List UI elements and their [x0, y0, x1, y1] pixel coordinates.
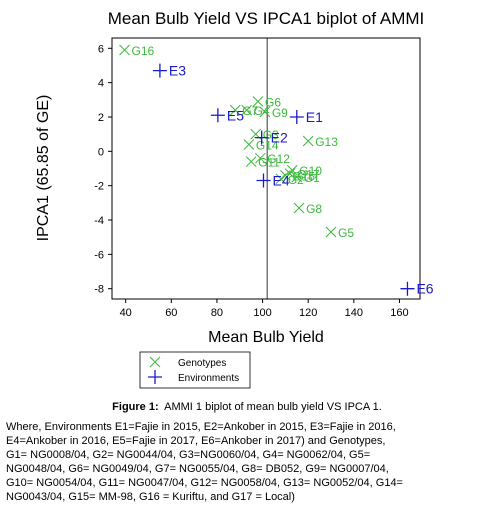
point-label: G5: [338, 226, 354, 240]
point-label: G8: [306, 202, 322, 216]
point-label: G17: [297, 168, 320, 182]
point-label: G15: [292, 169, 315, 183]
point-label: G7: [242, 104, 258, 118]
point-label: G16: [132, 44, 155, 58]
x-tick-label: 80: [211, 307, 223, 319]
point: [293, 202, 305, 214]
point: [259, 106, 271, 118]
point: [284, 168, 296, 180]
x-axis-label: Mean Bulb Yield: [208, 329, 324, 346]
point: [229, 104, 241, 116]
point-label: G6: [265, 96, 281, 110]
x-tick-label: 40: [120, 307, 132, 319]
caption-note-line: G10= NG0054/04, G11= NG0047/04, G12= NG0…: [6, 477, 403, 489]
point-label: E4: [272, 173, 289, 189]
legend-label: Genotypes: [178, 358, 226, 369]
caption-note-line: Where, Environments E1=Fajie in 2015, E2…: [6, 421, 396, 433]
y-tick-label: -6: [94, 249, 104, 261]
caption-notes: Where, Environments E1=Fajie in 2015, E2…: [6, 420, 488, 504]
point: [254, 130, 269, 145]
legend-box: [139, 351, 251, 389]
point-label: G1: [304, 171, 320, 185]
plot-frame: [111, 37, 421, 300]
caption-note-line: NG0043/04, G15= MM-98, G16 = Kuriftu, an…: [6, 491, 295, 503]
point: [152, 63, 167, 78]
caption-label: Figure 1:: [112, 401, 159, 413]
point: [241, 104, 252, 116]
x-tick-label: 160: [390, 307, 408, 319]
y-tick-label: -2: [94, 181, 104, 193]
legend-label: Environments: [178, 373, 239, 384]
y-tick-label: 0: [98, 146, 104, 158]
legend-marker: [148, 370, 162, 384]
x-tick-label: 120: [299, 307, 317, 319]
caption-head: Figure 1: AMMI 1 biplot of mean bulb yie…: [6, 400, 488, 414]
point: [289, 109, 304, 124]
point: [302, 135, 314, 147]
caption-note-line: E4=Ankober in 2016, E5=Fajie in 2017, E6…: [6, 435, 386, 447]
point: [275, 173, 287, 185]
chart-title: Mean Bulb Yield VS IPCA1 biplot of AMMI: [108, 9, 425, 28]
x-tick-label: 60: [165, 307, 177, 319]
point: [400, 281, 415, 296]
point-label: E3: [169, 63, 186, 79]
point-label: E2: [271, 130, 288, 146]
point-label: E6: [416, 281, 433, 297]
point-label: G12: [267, 152, 290, 166]
point-label: G11: [258, 156, 280, 170]
point-label: G9: [272, 106, 288, 120]
point: [243, 139, 255, 150]
caption-note-line: NG0048/04, G6= NG0049/04, G7= NG0055/04,…: [6, 463, 389, 475]
caption-text: AMMI 1 biplot of mean bulb yield VS IPCA…: [164, 401, 382, 413]
legend-marker: [149, 356, 161, 368]
caption: Figure 1: AMMI 1 biplot of mean bulb yie…: [6, 400, 488, 504]
x-tick-label: 100: [253, 307, 271, 319]
chart: Mean Bulb Yield VS IPCA1 biplot of AMMI …: [35, 9, 434, 389]
y-tick-label: 2: [98, 112, 104, 124]
point: [286, 164, 298, 176]
y-axis-label: IPCA1 (65.85 of GE): [35, 95, 52, 242]
x-tick-label: 140: [345, 307, 363, 319]
point: [254, 152, 266, 164]
point-label: G10: [299, 164, 322, 178]
caption-note-line: G1= NG0008/04, G2= NG0044/04, G3=NG0060/…: [6, 449, 371, 461]
point-label: G4: [254, 104, 270, 118]
point: [256, 173, 271, 188]
y-tick-label: -4: [94, 215, 104, 227]
point: [119, 44, 130, 56]
point: [245, 156, 257, 167]
point-label: G13: [315, 135, 338, 149]
point-label: G3: [263, 128, 279, 142]
y-tick-label: 4: [98, 78, 104, 90]
point-label: E5: [227, 107, 244, 123]
point: [252, 96, 264, 107]
point: [210, 108, 225, 123]
y-tick-label: 6: [98, 43, 104, 55]
point-label: E1: [306, 109, 323, 125]
point: [291, 171, 303, 183]
point: [325, 226, 337, 238]
y-tick-label: -8: [94, 284, 104, 296]
